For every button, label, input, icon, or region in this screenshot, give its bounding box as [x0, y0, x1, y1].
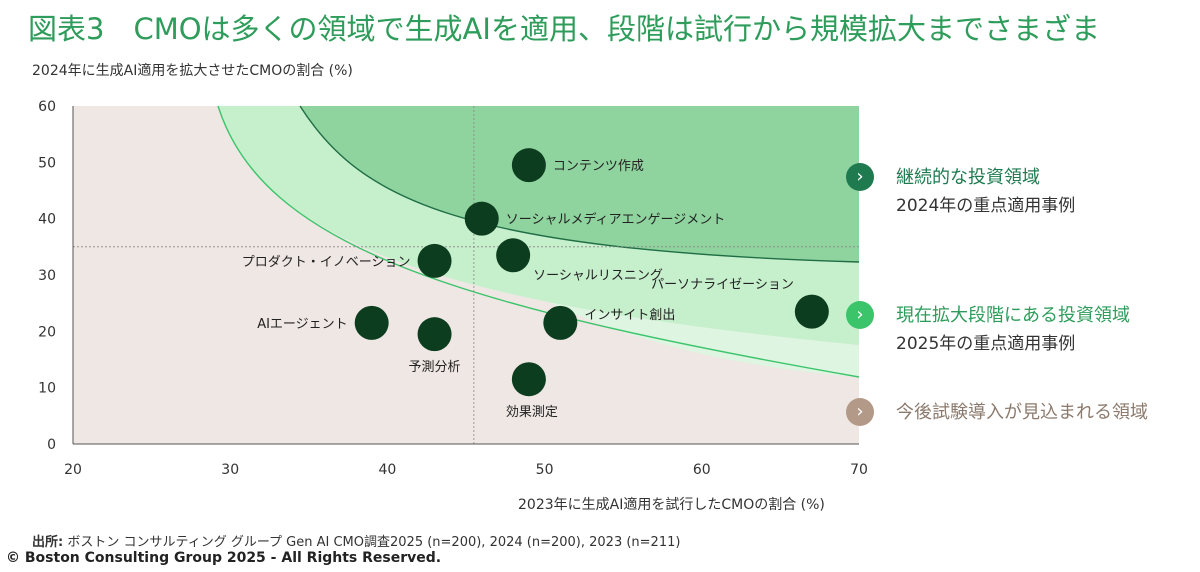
legend-title: 継続的な投資領域 — [896, 167, 1040, 188]
y-tick-label: 30 — [38, 268, 56, 284]
data-point-label: プロダクト・イノベーション — [242, 255, 411, 270]
x-axis-label: 2023年に生成AI適用を試行したCMOの割合 (%) — [518, 497, 825, 513]
data-point-label: パーソナライゼーション — [651, 278, 794, 293]
x-tick-label: 30 — [221, 462, 239, 478]
chevron-right-icon: › — [846, 301, 874, 329]
y-tick-label: 60 — [38, 99, 56, 115]
zone-boundary-line — [217, 105, 860, 378]
data-point-label: ソーシャルリスニング — [533, 268, 663, 283]
y-tick-label: 20 — [38, 324, 56, 340]
y-axis-label: 2024年に生成AI適用を拡大させたCMOの割合 (%) — [32, 63, 353, 79]
data-point-label: コンテンツ作成 — [553, 159, 644, 174]
chevron-right-icon: › — [846, 398, 874, 426]
y-tick-label: 50 — [38, 155, 56, 171]
x-tick-label: 50 — [536, 462, 554, 478]
legend-item-expanding-investment: › 現在拡大段階にある投資領域 2025年の重点適用事例 — [846, 301, 1130, 354]
zone-continuous — [300, 106, 859, 262]
data-point-label: 効果測定 — [506, 405, 558, 420]
y-tick-label: 40 — [38, 212, 56, 228]
copyright: © Boston Consulting Group 2025 - All Rig… — [6, 550, 442, 566]
chart-title: 図表3 CMOは多くの領域で生成AIを適用、段階は試行から規模拡大までさまざま — [28, 12, 1100, 46]
data-point — [417, 317, 452, 352]
data-point — [496, 238, 531, 273]
y-tick-label: 10 — [38, 381, 56, 397]
zone-boundary-line — [299, 105, 860, 263]
legend-subtitle: 2025年の重点適用事例 — [896, 334, 1076, 354]
x-tick-label: 20 — [64, 462, 82, 478]
legend-title: 現在拡大段階にある投資領域 — [896, 305, 1130, 326]
chevron-right-icon: › — [846, 163, 874, 191]
y-tick-label: 0 — [47, 437, 56, 453]
legend-title: 今後試験導入が見込まれる領域 — [896, 402, 1148, 423]
source-text: ボストン コンサルティング グループ Gen AI CMO調査2025 (n=2… — [63, 535, 681, 550]
data-point-label: ソーシャルメディアエンゲージメント — [506, 212, 726, 228]
x-tick-label: 60 — [693, 462, 711, 478]
legend-item-continuous-investment: › 継続的な投資領域 2024年の重点適用事例 — [846, 163, 1075, 216]
data-point — [417, 243, 452, 278]
data-point — [511, 362, 546, 397]
data-point-label: AIエージェント — [257, 317, 347, 332]
data-point — [543, 305, 578, 340]
data-point-label: インサイト創出 — [584, 308, 675, 323]
x-tick-label: 70 — [850, 462, 868, 478]
source-label: 出所: — [32, 535, 64, 550]
legend-subtitle: 2024年の重点適用事例 — [896, 196, 1076, 216]
data-point — [354, 305, 389, 340]
legend-item-future-pilot: › 今後試験導入が見込まれる領域 — [846, 398, 1148, 426]
data-point — [464, 201, 499, 236]
data-point — [511, 148, 546, 183]
data-point-label: 予測分析 — [409, 360, 461, 375]
data-point — [794, 294, 829, 329]
source-note: 出所: ボストン コンサルティング グループ Gen AI CMO調査2025 … — [32, 531, 680, 550]
x-tick-label: 40 — [378, 462, 396, 478]
